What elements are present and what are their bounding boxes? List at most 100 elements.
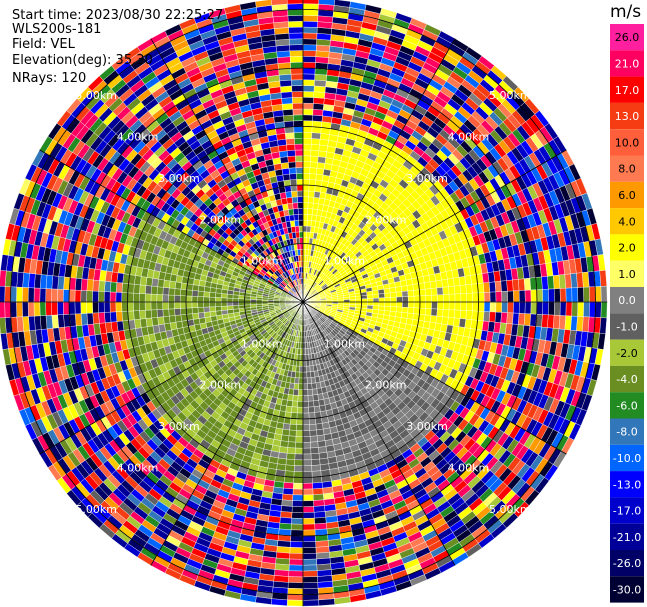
velocity-gate xyxy=(431,294,438,303)
velocity-gate xyxy=(302,15,319,22)
velocity-gate xyxy=(285,405,293,413)
velocity-gate xyxy=(127,310,135,321)
velocity-gate xyxy=(494,281,502,293)
velocity-gate xyxy=(390,292,397,298)
velocity-gate xyxy=(302,184,310,192)
velocity-gate xyxy=(302,120,313,127)
velocity-gate xyxy=(460,293,467,303)
velocity-gate xyxy=(395,291,403,298)
velocity-gate xyxy=(302,190,310,198)
velocity-gate xyxy=(302,593,319,601)
velocity-gate xyxy=(302,401,309,408)
velocity-gate xyxy=(471,310,479,321)
velocity-gate xyxy=(168,315,177,324)
velocity-gate xyxy=(302,535,316,543)
velocity-gate xyxy=(133,301,140,312)
velocity-gate xyxy=(312,394,319,402)
velocity-gate xyxy=(80,301,88,314)
velocity-gate xyxy=(407,295,415,303)
velocity-gate xyxy=(302,406,310,414)
velocity-gate xyxy=(156,301,163,310)
velocity-gate xyxy=(360,295,368,300)
velocity-gate xyxy=(309,167,318,175)
velocity-gate xyxy=(548,288,555,303)
velocity-gate xyxy=(523,313,532,327)
velocity-gate xyxy=(298,377,304,385)
velocity-gate xyxy=(302,430,311,437)
velocity-gate xyxy=(45,288,52,303)
velocity-gate xyxy=(293,465,304,472)
velocity-gate xyxy=(594,301,602,318)
velocity-gate xyxy=(305,359,310,367)
velocity-gate xyxy=(315,423,324,431)
velocity-gate xyxy=(291,517,304,525)
velocity-gate xyxy=(293,389,299,396)
velocity-gate xyxy=(583,286,590,303)
velocity-gate xyxy=(281,428,290,437)
velocity-gate xyxy=(145,309,152,319)
velocity-gate xyxy=(302,167,311,174)
velocity-gate xyxy=(589,286,596,303)
velocity-gate xyxy=(288,435,297,443)
velocity-gate xyxy=(424,288,432,296)
velocity-gate xyxy=(297,401,304,408)
velocity-gate xyxy=(302,196,309,203)
velocity-gate xyxy=(296,406,304,414)
velocity-gate xyxy=(302,143,312,151)
velocity-gate xyxy=(542,301,549,316)
velocity-gate xyxy=(238,298,245,303)
velocity-gate xyxy=(407,301,415,309)
velocity-gate xyxy=(302,79,315,87)
velocity-gate xyxy=(288,429,297,437)
velocity-gate xyxy=(209,292,216,298)
velocity-gate xyxy=(396,296,403,303)
velocity-gate xyxy=(302,477,313,484)
velocity-gate xyxy=(577,287,584,303)
velocity-gate xyxy=(163,315,171,325)
velocity-gate xyxy=(302,0,320,5)
velocity-gate xyxy=(293,477,304,484)
velocity-gate xyxy=(203,301,210,308)
velocity-gate xyxy=(280,511,293,519)
velocity-gate xyxy=(162,301,169,310)
velocity-gate xyxy=(466,301,473,312)
velocity-gate xyxy=(302,459,312,466)
velocity-gate xyxy=(302,389,309,396)
velocity-gate xyxy=(390,301,397,308)
velocity-gate xyxy=(349,299,356,303)
velocity-gate xyxy=(215,310,223,316)
velocity-gate xyxy=(22,287,29,303)
velocity-gate xyxy=(302,149,312,157)
velocity-gate xyxy=(307,202,314,210)
velocity-gate xyxy=(302,9,319,16)
velocity-gate xyxy=(489,301,497,313)
velocity-gate xyxy=(290,535,304,543)
velocity-gate xyxy=(355,298,362,303)
velocity-gate xyxy=(80,278,88,291)
velocity-gate xyxy=(306,365,311,373)
velocity-gate xyxy=(465,284,473,294)
velocity-gate xyxy=(0,301,6,319)
velocity-gate xyxy=(57,301,64,316)
velocity-gate xyxy=(318,0,335,6)
velocity-gate xyxy=(302,523,316,531)
velocity-gate xyxy=(280,434,290,442)
velocity-gate xyxy=(191,295,199,303)
velocity-gate xyxy=(429,280,438,289)
velocity-gate xyxy=(302,243,307,250)
velocity-gate xyxy=(286,447,296,455)
velocity-gate xyxy=(559,288,567,303)
velocity-gate xyxy=(293,383,299,390)
velocity-gate xyxy=(39,288,47,303)
velocity-gate xyxy=(295,442,304,449)
velocity-gate xyxy=(289,541,304,548)
velocity-gate xyxy=(435,279,443,289)
velocity-gate xyxy=(282,493,294,501)
velocity-gate xyxy=(33,301,41,317)
velocity-gate xyxy=(302,506,315,513)
velocity-gate xyxy=(292,394,299,402)
velocity-gate xyxy=(299,360,304,367)
velocity-gate xyxy=(310,441,319,449)
velocity-gate xyxy=(33,287,41,303)
velocity-gate xyxy=(289,547,304,554)
